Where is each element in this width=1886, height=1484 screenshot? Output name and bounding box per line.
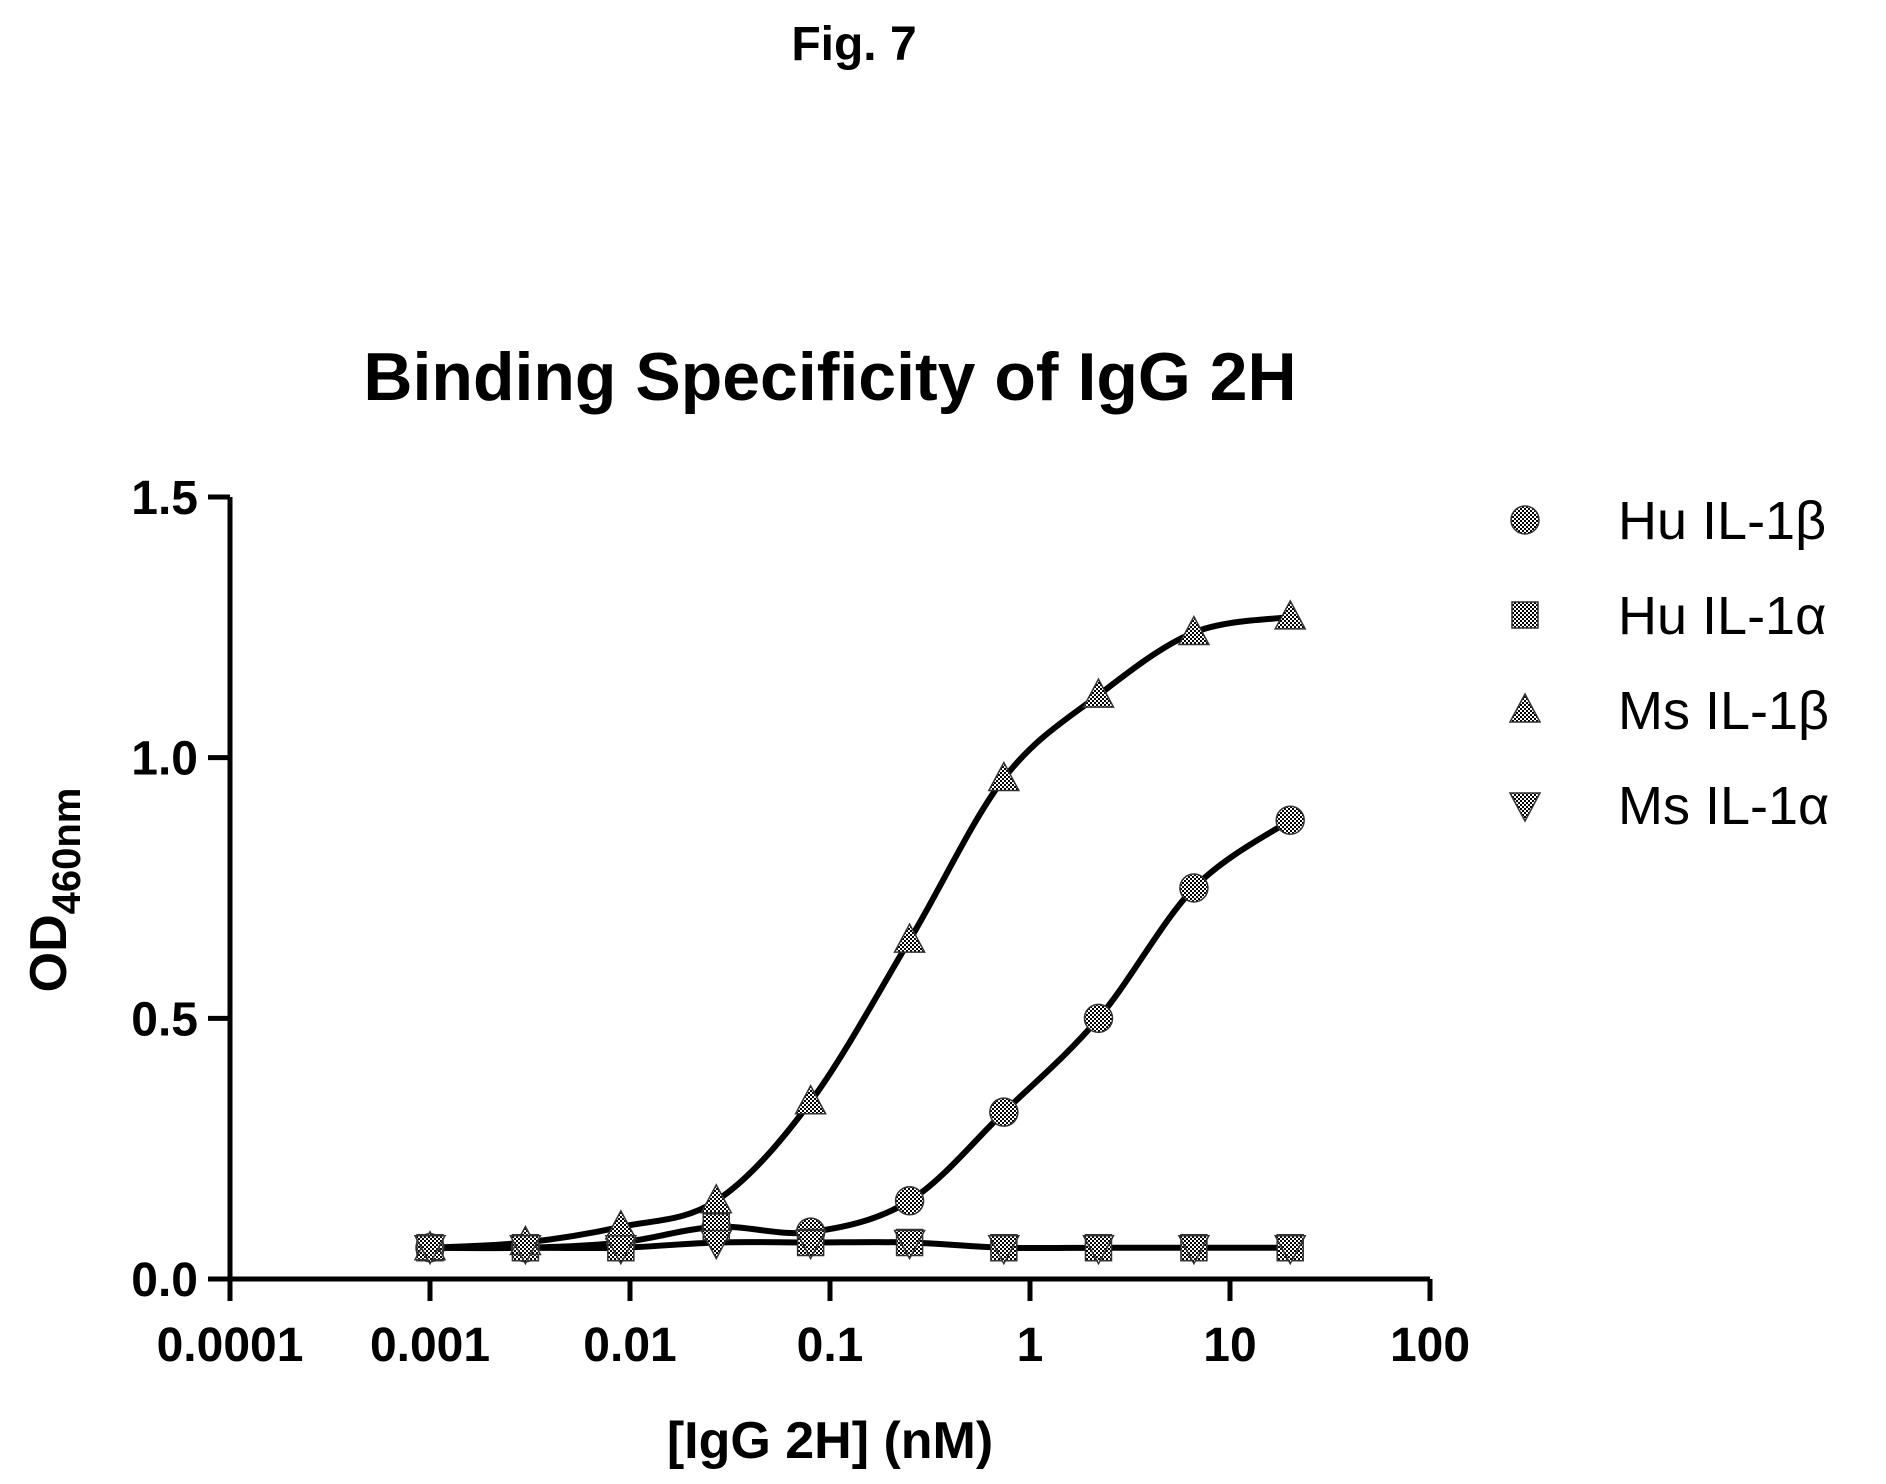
data-point <box>794 1229 827 1261</box>
x-tick-label: 0.0001 <box>157 1319 304 1372</box>
legend-marker <box>1510 505 1540 535</box>
data-point <box>1082 1234 1115 1266</box>
data-point <box>604 1234 638 1266</box>
y-tick-label: 0.5 <box>131 993 198 1046</box>
data-point <box>1082 677 1115 708</box>
legend-entry-label: Ms IL-1α <box>1618 776 1829 836</box>
x-tick-label: 1 <box>1017 1319 1044 1372</box>
data-point <box>987 760 1021 792</box>
y-axis-label-main: OD <box>20 914 78 992</box>
data-point <box>1177 614 1211 646</box>
data-point <box>894 1186 925 1216</box>
fit-curve <box>427 1239 1294 1252</box>
chart-title: Binding Specificity of IgG 2H <box>363 339 1296 415</box>
data-point <box>413 1234 447 1266</box>
data-point <box>700 1183 733 1214</box>
y-tick-label: 1.5 <box>131 472 198 525</box>
y-axis-label: OD460nm <box>20 788 89 993</box>
data-point <box>989 1097 1019 1127</box>
axes <box>227 497 1430 1282</box>
legend-marker <box>1511 601 1539 629</box>
figure-label: Fig. 7 <box>791 18 916 71</box>
legend: Hu IL-1β Hu IL-1α Ms IL-1β Ms IL-1α <box>1508 491 1829 836</box>
data-point <box>987 1234 1021 1266</box>
x-axis-label: [IgG 2H] (nM) <box>667 1412 993 1470</box>
data-point <box>893 1229 926 1261</box>
data-point <box>1179 873 1209 903</box>
x-tick-label: 0.001 <box>370 1319 490 1372</box>
legend-entry-label: Hu IL-1α <box>1618 586 1826 646</box>
legend-marker <box>1508 792 1542 823</box>
fit-curves <box>427 613 1294 1252</box>
x-tick-label: 0.1 <box>797 1319 864 1372</box>
fit-curve <box>427 613 1294 1251</box>
y-axis-ticks: 0.0 0.5 1.0 1.5 <box>131 472 230 1307</box>
data-point <box>700 1229 733 1261</box>
x-tick-label: 0.01 <box>583 1319 676 1372</box>
x-tick-label: 10 <box>1203 1319 1256 1372</box>
data-point <box>794 1084 827 1115</box>
legend-entry-label: Hu IL-1β <box>1618 491 1826 551</box>
data-points <box>413 599 1307 1266</box>
data-point <box>1275 805 1305 835</box>
fit-curve <box>427 817 1294 1252</box>
y-tick-label: 1.0 <box>131 733 198 786</box>
data-point <box>1273 599 1307 630</box>
data-point <box>893 922 926 953</box>
data-point <box>1177 1234 1211 1266</box>
legend-marker <box>1508 692 1542 723</box>
data-point <box>1273 1234 1307 1266</box>
y-axis-label-subscript: 460nm <box>45 788 89 915</box>
x-tick-label: 100 <box>1390 1319 1470 1372</box>
y-tick-label: 0.0 <box>131 1254 198 1307</box>
data-point <box>509 1234 542 1266</box>
data-point <box>1083 1003 1114 1034</box>
x-axis-ticks: 0.0001 0.001 0.01 0.1 1 10 100 <box>157 1279 1470 1372</box>
legend-entry-label: Ms IL-1β <box>1618 681 1829 741</box>
